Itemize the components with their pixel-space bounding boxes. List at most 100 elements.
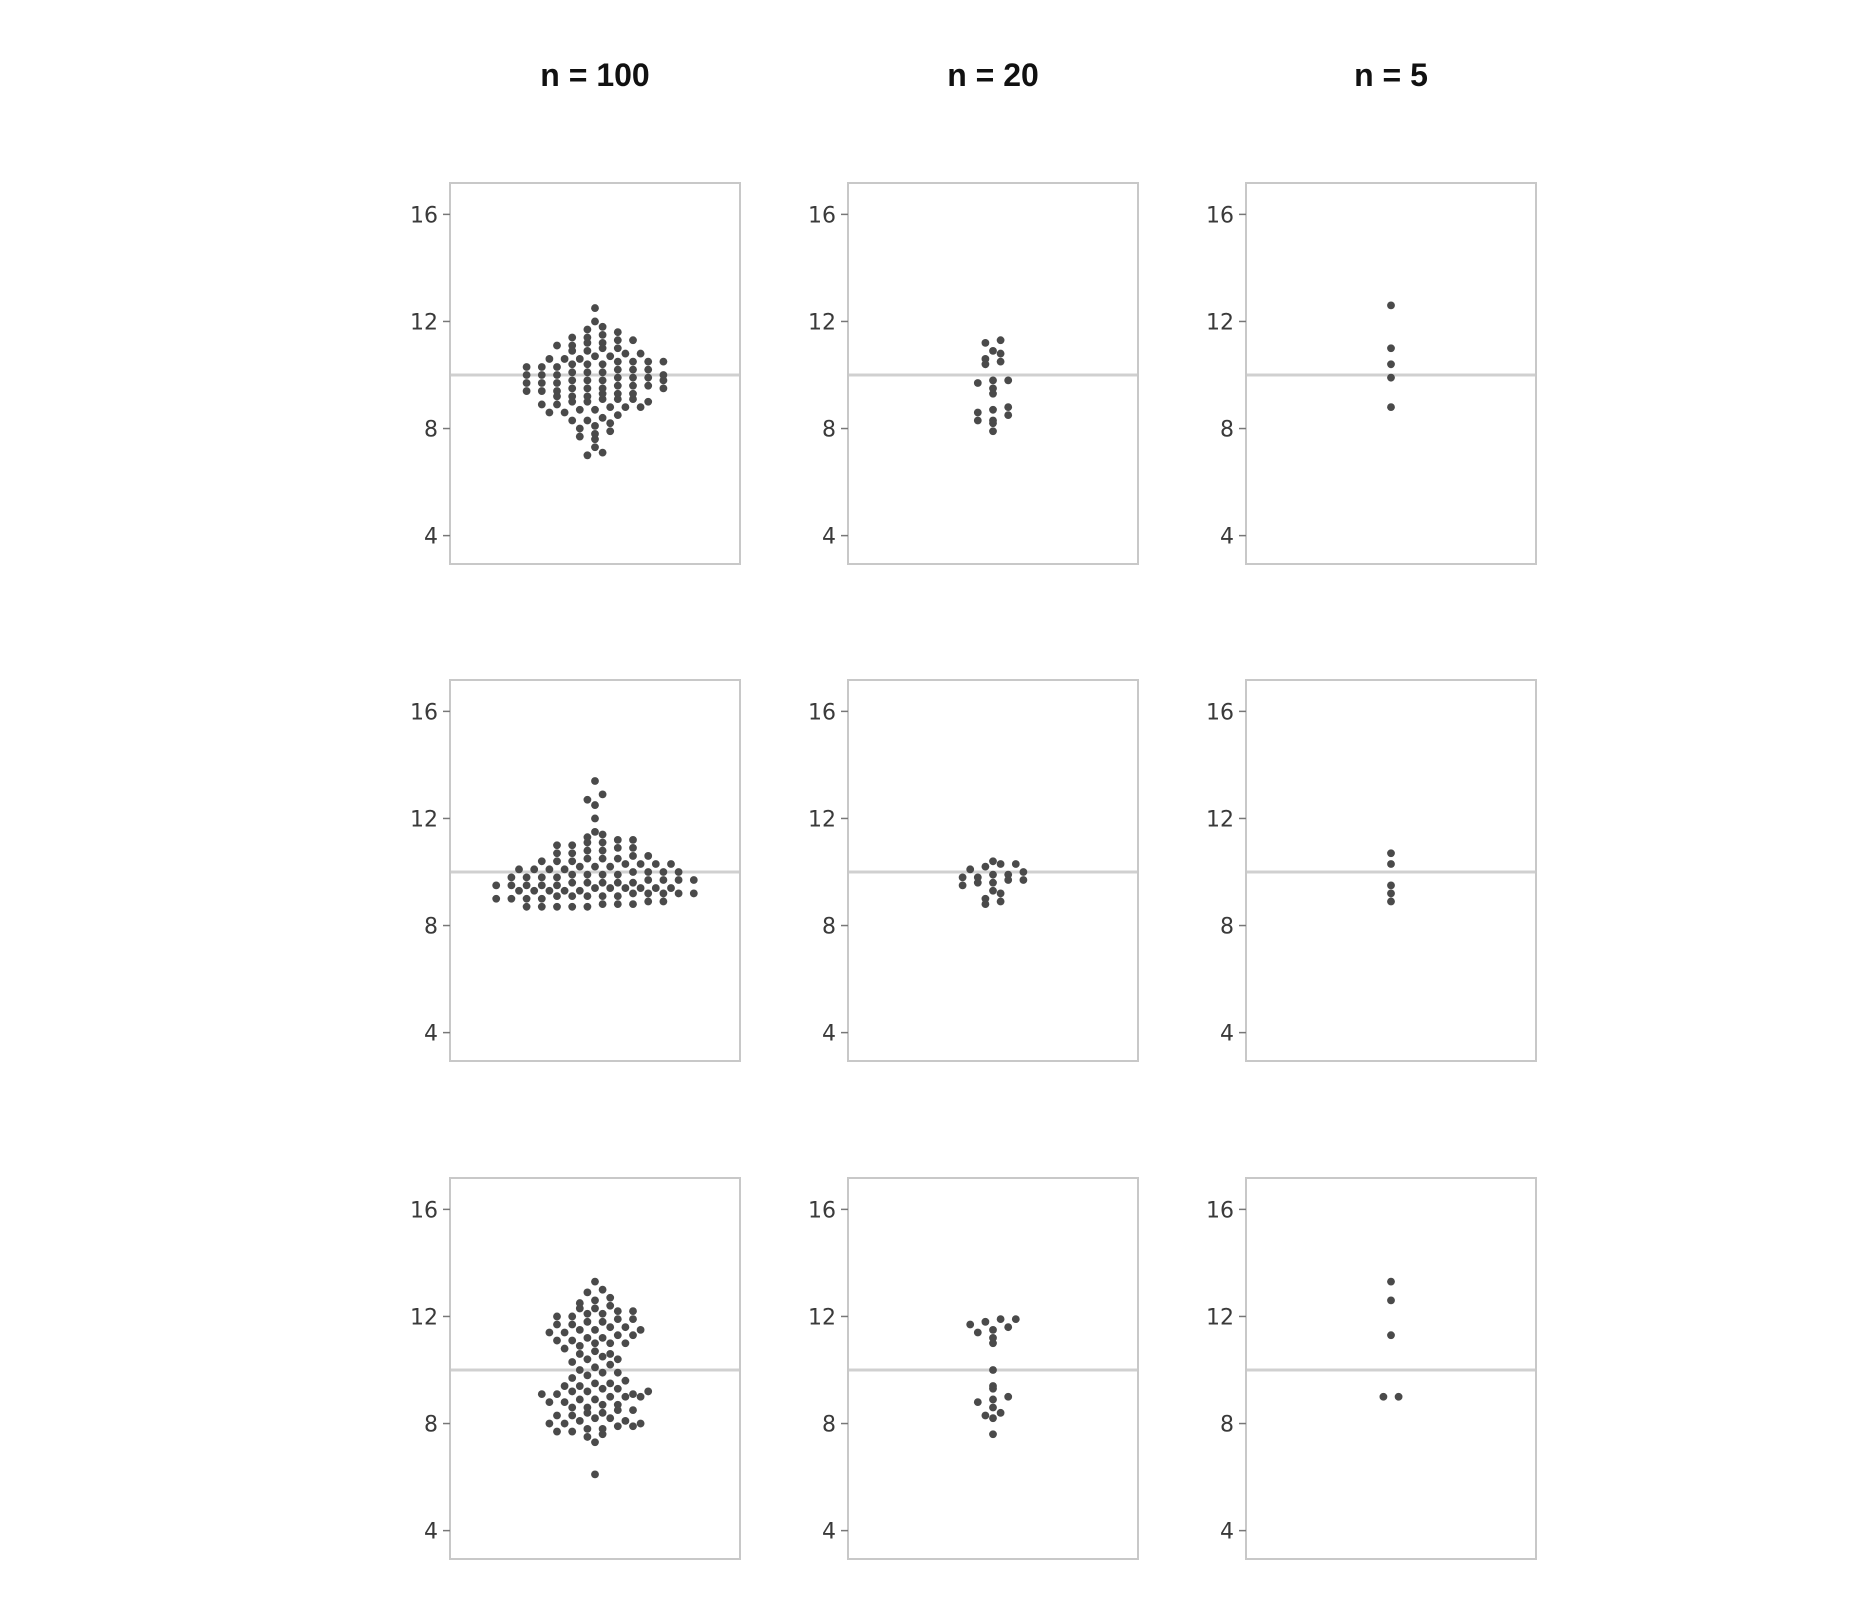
data-point xyxy=(530,865,539,874)
data-point xyxy=(674,868,683,876)
data-point xyxy=(629,835,637,844)
data-point xyxy=(583,384,592,393)
data-point xyxy=(981,900,990,909)
data-point xyxy=(537,387,546,395)
data-point xyxy=(629,1315,637,1324)
data-point xyxy=(989,376,997,385)
data-point xyxy=(598,1368,607,1377)
data-point xyxy=(613,373,622,382)
data-point xyxy=(989,405,997,414)
data-point xyxy=(606,427,615,436)
data-point xyxy=(575,1299,584,1307)
data-point xyxy=(575,1325,584,1334)
data-point xyxy=(629,889,637,898)
data-point xyxy=(973,379,982,387)
data-point xyxy=(545,408,554,417)
data-point xyxy=(537,902,546,911)
data-point xyxy=(629,389,637,398)
data-point xyxy=(537,363,546,371)
data-point xyxy=(591,1347,599,1356)
data-point xyxy=(636,1325,645,1334)
data-point xyxy=(644,373,653,382)
data-point xyxy=(545,355,554,363)
data-point xyxy=(989,1430,997,1439)
data-point xyxy=(606,1323,615,1332)
data-point xyxy=(621,1339,630,1348)
data-point xyxy=(644,868,653,876)
data-point xyxy=(613,854,622,863)
data-point xyxy=(606,419,615,428)
data-point xyxy=(606,403,615,412)
data-point xyxy=(583,338,592,347)
data-point xyxy=(598,389,607,398)
data-point xyxy=(636,349,645,358)
data-point xyxy=(621,860,630,868)
data-point xyxy=(515,865,523,874)
data-point xyxy=(613,336,622,345)
data-point xyxy=(989,1333,997,1342)
data-point xyxy=(644,876,653,884)
data-point xyxy=(629,373,637,382)
data-point xyxy=(568,1336,577,1345)
y-tick-label: 4 xyxy=(1220,1520,1234,1545)
data-point xyxy=(651,884,660,892)
data-point xyxy=(553,881,561,890)
y-tick-label: 8 xyxy=(1220,915,1234,940)
data-point xyxy=(598,1424,607,1433)
data-point xyxy=(598,448,607,457)
data-point xyxy=(583,416,592,425)
data-point xyxy=(568,384,577,393)
panel: 4 8 12 16 xyxy=(1206,182,1537,565)
data-point xyxy=(1379,1392,1388,1401)
data-point xyxy=(989,389,997,398)
data-point xyxy=(996,897,1005,906)
data-point xyxy=(583,1433,592,1441)
data-point xyxy=(591,405,599,414)
data-point xyxy=(598,1352,607,1361)
data-point xyxy=(591,352,599,361)
data-point xyxy=(598,360,607,369)
data-point xyxy=(629,357,637,366)
data-point xyxy=(583,368,592,377)
panel-grid: 4 8 12 16 4 8 12 16 4 8 12 16 4 8 12 16 4 8 12 16 4 8 12 16 4 8 12… xyxy=(410,182,1537,1560)
y-tick-label: 16 xyxy=(808,700,836,725)
data-point xyxy=(1387,1296,1395,1305)
data-point xyxy=(989,1339,997,1348)
data-point xyxy=(583,397,592,406)
data-point xyxy=(568,392,577,401)
data-point xyxy=(1387,301,1395,310)
data-point xyxy=(989,1384,997,1393)
data-point xyxy=(568,1312,577,1321)
data-point xyxy=(989,1395,997,1404)
data-point xyxy=(598,900,607,909)
data-point xyxy=(958,873,967,882)
data-point xyxy=(575,1342,584,1350)
data-point xyxy=(606,884,615,892)
data-point xyxy=(583,1355,592,1364)
column-title: n = 100 xyxy=(540,57,649,93)
data-point xyxy=(613,835,622,844)
data-point xyxy=(583,376,592,385)
y-tick-label: 12 xyxy=(808,807,836,832)
data-point xyxy=(629,1390,637,1398)
data-point xyxy=(613,1384,622,1393)
data-point xyxy=(659,889,668,898)
y-tick-label: 16 xyxy=(808,1198,836,1223)
data-point xyxy=(667,860,675,868)
data-point xyxy=(659,376,668,385)
data-point xyxy=(1387,360,1395,369)
data-point xyxy=(996,860,1005,868)
data-point xyxy=(973,1398,982,1407)
data-point xyxy=(583,870,592,879)
data-point xyxy=(598,830,607,839)
data-point xyxy=(981,894,990,903)
data-point xyxy=(613,892,622,900)
data-point xyxy=(659,357,668,366)
data-point xyxy=(598,790,607,799)
data-point xyxy=(613,389,622,398)
data-point xyxy=(591,1277,599,1286)
data-point xyxy=(553,387,561,395)
data-point xyxy=(507,894,516,903)
data-point xyxy=(553,371,561,379)
data-point xyxy=(636,1419,645,1428)
